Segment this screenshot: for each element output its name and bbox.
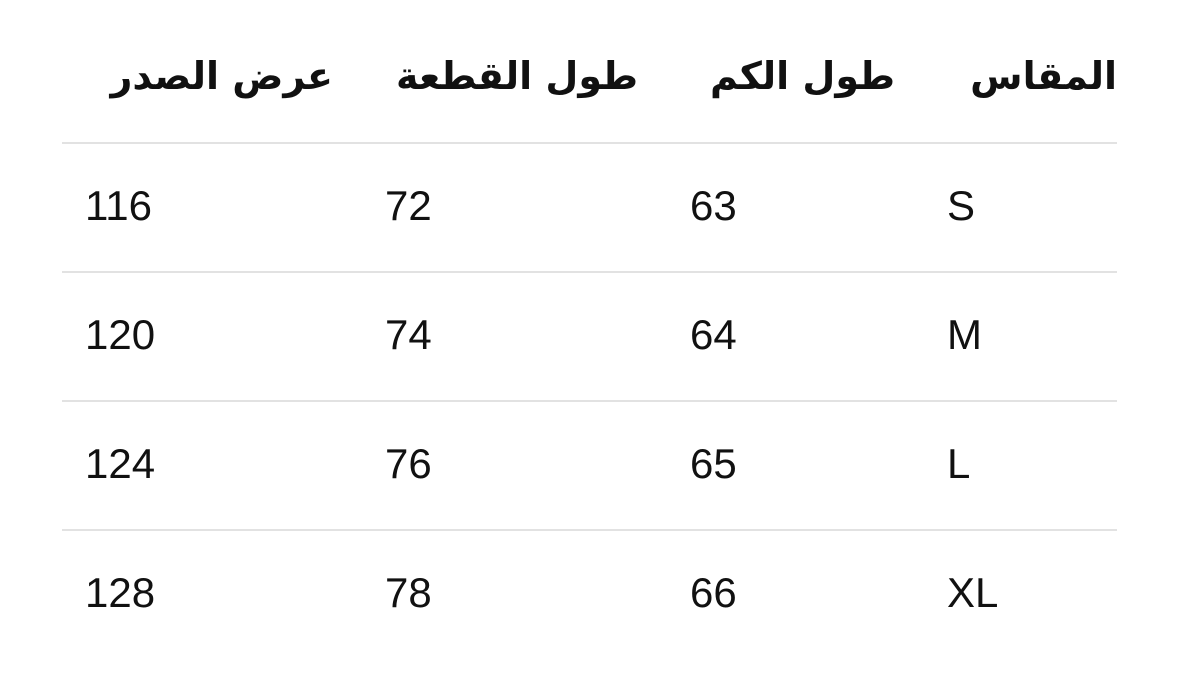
cell-sleeve-length: 65 [690,440,737,487]
cell-sleeve-length: 64 [690,311,737,358]
header-chest-width: عرض الصدر [110,54,333,98]
cell-size: XL [947,569,999,616]
row-divider [62,529,1117,531]
header-sleeve-length: طول الكم [709,54,895,98]
cell-chest-width: 116 [85,182,152,229]
cell-garment-length: 74 [385,311,432,358]
header-size: المقاس [970,54,1117,98]
cell-garment-length: 78 [385,569,432,616]
cell-size: L [947,440,971,487]
cell-sleeve-length: 66 [690,569,737,616]
cell-garment-length: 76 [385,440,432,487]
cell-chest-width: 124 [85,440,156,487]
row-divider [62,142,1117,144]
cell-chest-width: 120 [85,311,156,358]
cell-garment-length: 72 [385,182,432,229]
cell-chest-width: 128 [85,569,156,616]
row-divider [62,400,1117,402]
cell-size: M [947,311,982,358]
row-divider [62,271,1117,273]
cell-sleeve-length: 63 [690,182,737,229]
header-garment-length: طول القطعة [396,54,638,98]
cell-size: S [947,182,976,229]
